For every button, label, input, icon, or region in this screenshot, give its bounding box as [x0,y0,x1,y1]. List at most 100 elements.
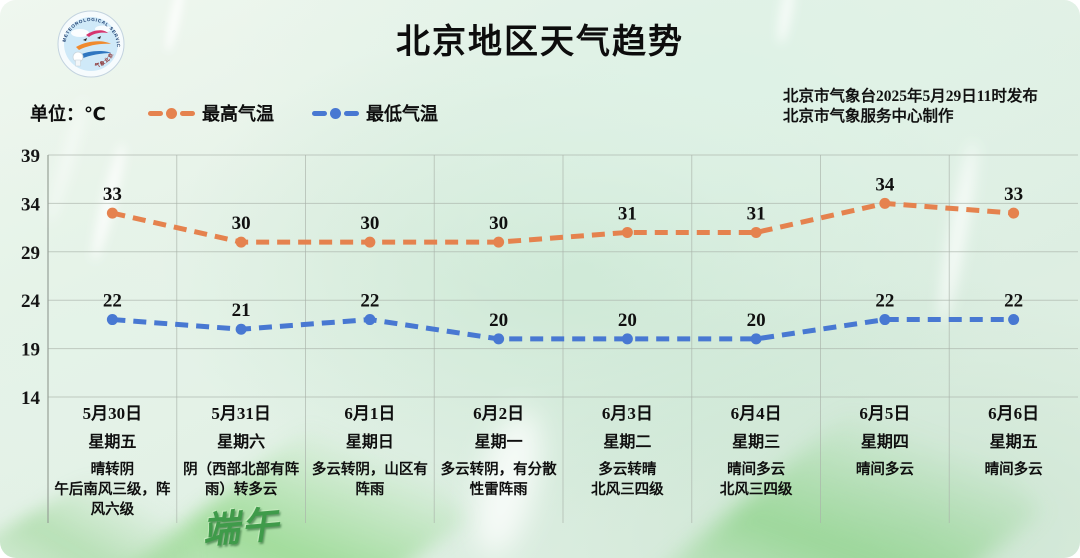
data-point-marker [750,226,762,238]
data-point-value: 20 [489,310,508,331]
data-point-value: 31 [747,203,766,224]
logo-magenta-swoosh [86,30,108,37]
weather-line: 多云转阴，有分散性雷阵雨 [440,462,557,498]
data-point-marker [106,314,118,326]
data-point-value: 20 [618,310,637,331]
logo-orange-swoosh [76,41,111,50]
y-tick-label: 19 [21,340,40,361]
date-label: 6月4日 [730,404,782,423]
page-title: 北京地区天气趋势 [396,23,684,61]
date-label: 5月30日 [82,404,143,423]
data-point-marker [493,236,505,248]
data-point-value: 34 [875,174,895,195]
weather-description: 多云转晴 北风三四级 [564,460,691,500]
low-temp-line [112,317,1014,342]
date-label: 6月6日 [988,404,1040,423]
day-column: 6月6日 星期五 晴间多云 [949,404,1078,530]
high-temp-line [111,200,1014,245]
data-point-marker [750,333,762,345]
date-label: 5月31日 [211,404,271,423]
weather-line: 晴间多云 [984,462,1043,478]
issue-line-1: 北京市气象台2025年5月29日11时发布 [783,88,1038,105]
y-tick-label: 39 [21,146,40,167]
unit-label: 单位：℃ [30,104,106,124]
chart-legend: 最高气温 最低气温 [148,100,438,126]
legend-dash-icon [148,110,163,116]
legend-item-low-temp: 最低气温 [312,100,438,126]
data-point-marker [235,236,247,248]
weekday-label: 星期三 [732,434,781,451]
issue-info: 北京市气象台2025年5月29日11时发布 北京市气象服务中心制作 [783,87,1038,127]
data-point-value: 33 [103,184,122,205]
weather-description: 多云转阴，山区有阵雨 [307,460,434,500]
issue-line-2: 北京市气象服务中心制作 [783,108,954,125]
data-point-value: 30 [232,213,251,234]
data-point-value: 33 [1004,184,1023,205]
weather-description: 阴（西部北部有阵雨）转多云 [178,460,305,500]
weekday-label: 星期四 [860,434,909,451]
data-point-value: 30 [489,213,508,234]
weather-description: 晴间多云 [822,460,949,480]
weekday-label: 星期五 [88,434,137,451]
weather-line: 北风三四级 [719,482,793,498]
data-point-value: 22 [103,291,122,312]
date-label: 6月5日 [859,404,911,423]
beijing-meteorological-service-logo: METEOROLOGICAL SERVICE 气象北京 [54,5,126,79]
data-point-value: 22 [875,291,894,312]
data-point-marker [1008,314,1020,326]
x-axis-labels: 5月30日 星期五 晴转阴午后南风三级，阵风六级 5月31日 星期六 阴（西部北… [48,404,1078,530]
y-tick-label: 34 [21,194,41,215]
legend-label-high: 最高气温 [202,104,274,124]
legend-dot-icon [330,107,341,119]
legend-dot-icon [166,107,177,119]
y-tick-label: 24 [21,291,41,312]
data-point-marker [106,207,118,219]
data-point-value: 20 [747,310,766,331]
weather-line: 午后南风三级，阵风六级 [54,482,171,518]
day-column: 6月4日 星期三 晴间多云北风三四级 [692,404,821,530]
weekday-label: 星期一 [474,434,523,451]
date-label: 6月2日 [473,404,525,423]
day-column: 6月5日 星期四 晴间多云 [821,404,950,530]
weather-line: 晴间多云 [855,462,914,478]
weather-line: 阴（西部北部有阵雨）转多云 [183,462,300,498]
weather-description: 晴间多云 北风三四级 [693,460,820,500]
day-column: 5月30日 星期五 晴转阴午后南风三级，阵风六级 [48,404,177,530]
data-point-value: 22 [1004,291,1023,312]
y-tick-label: 14 [21,388,41,409]
data-point-marker [621,226,633,238]
data-point-marker [621,333,633,345]
legend-dash-icon [344,110,359,116]
day-column: 5月31日 星期六 阴（西部北部有阵雨）转多云 [177,404,306,530]
data-point-value: 31 [618,203,637,224]
date-label: 6月3日 [601,404,653,423]
duanwu-festival-mark: 端午 [200,504,283,553]
weather-line: 晴转阴 [90,462,135,478]
weekday-label: 星期日 [345,434,394,451]
legend-item-high-temp: 最高气温 [148,100,274,126]
day-column: 6月1日 星期日 多云转阴，山区有阵雨 [306,404,435,530]
legend-dash-icon [180,110,195,116]
weather-description: 晴转阴午后南风三级，阵风六级 [49,460,176,520]
weather-line: 北风三四级 [591,482,664,498]
data-point-marker [364,236,376,248]
day-column: 6月2日 星期一 多云转阴，有分散性雷阵雨 [434,404,563,530]
logo-blue-swoosh [77,51,111,59]
data-point-value: 22 [360,291,379,312]
legend-dash-icon [312,110,327,116]
data-point-value: 30 [360,213,379,234]
data-point-marker [879,314,891,326]
data-point-marker [1008,207,1020,219]
y-tick-label: 29 [21,243,40,264]
data-point-marker [364,314,376,326]
data-point-marker [235,323,247,335]
weather-line: 多云转晴 [598,462,657,478]
weather-description: 多云转阴，有分散性雷阵雨 [435,460,562,500]
weather-description: 晴间多云 [950,460,1077,480]
weather-line: 晴间多云 [727,462,786,478]
weekday-label: 星期五 [989,434,1038,451]
legend-label-low: 最低气温 [366,104,438,124]
date-label: 6月1日 [344,404,396,423]
weather-line: 多云转阴，山区有阵雨 [311,462,428,498]
